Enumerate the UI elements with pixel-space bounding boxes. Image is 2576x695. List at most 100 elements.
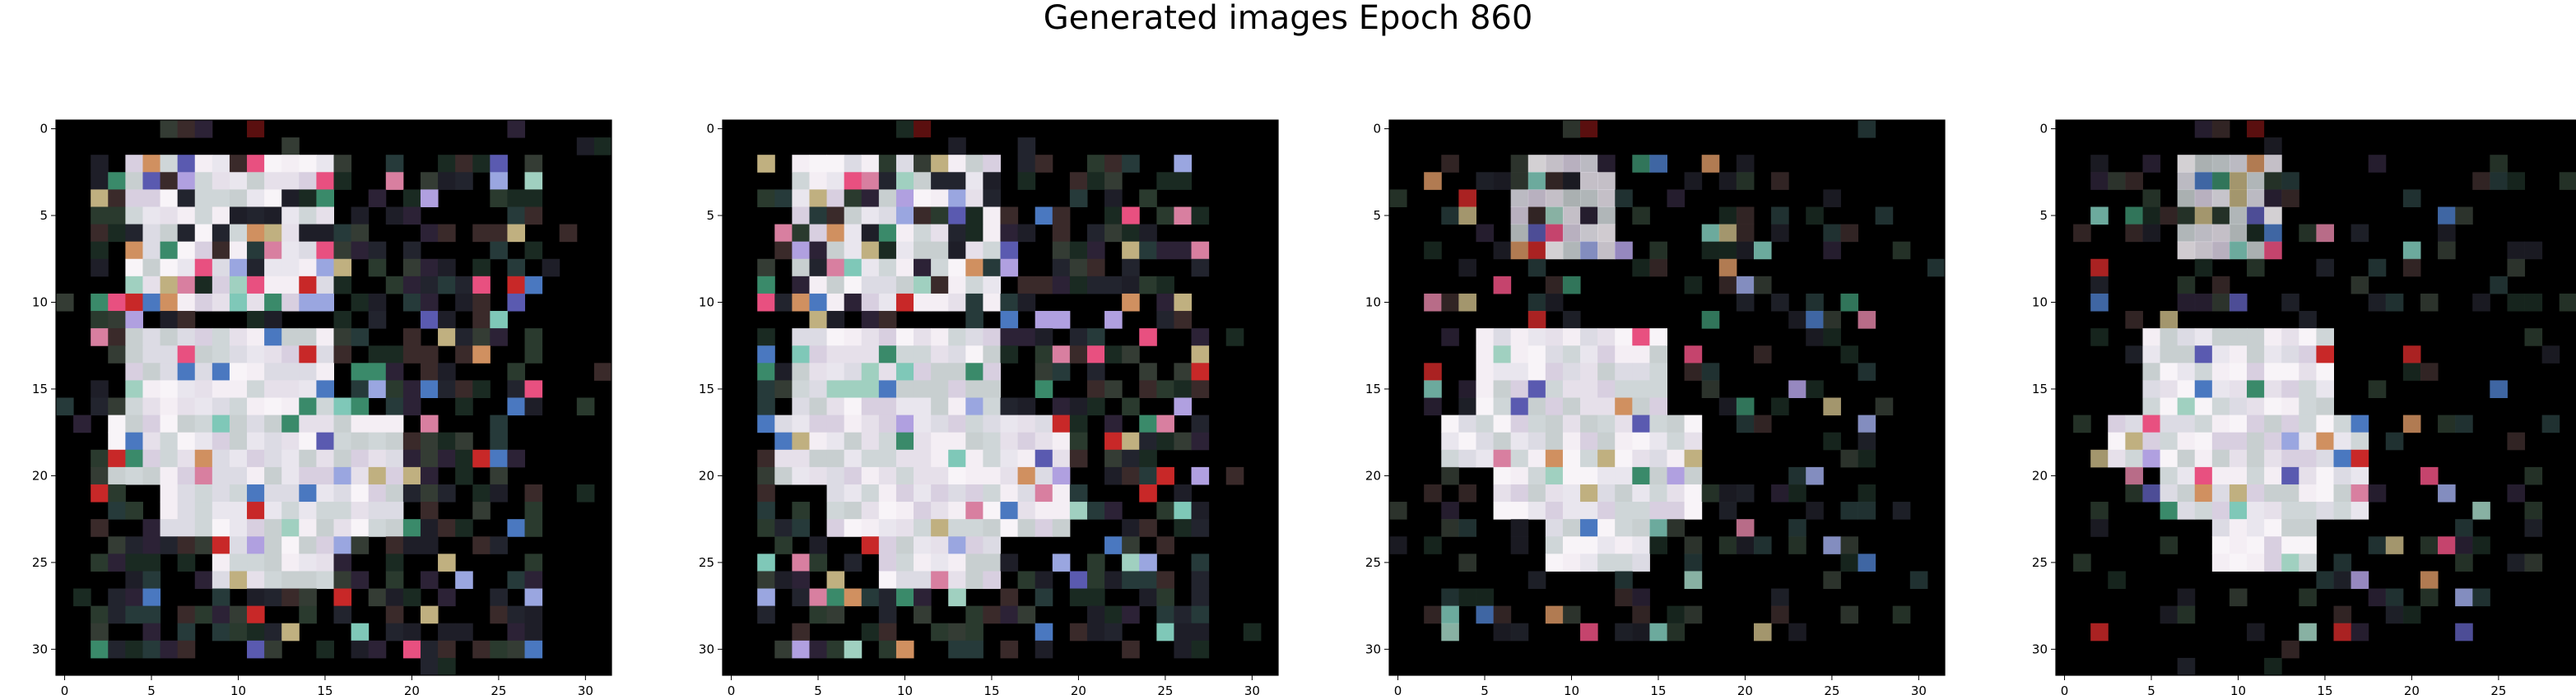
- image-pixel: [1191, 380, 1210, 398]
- image-pixel: [1788, 311, 1806, 329]
- image-pixel: [125, 224, 143, 243]
- image-pixel: [351, 536, 370, 554]
- image-pixel: [792, 328, 810, 346]
- image-pixel: [177, 155, 196, 173]
- image-pixel: [420, 293, 439, 312]
- image-pixel: [861, 311, 880, 329]
- y-tick-label: 10: [32, 294, 48, 309]
- image-pixel: [507, 224, 526, 243]
- image-pixel: [281, 258, 300, 277]
- image-pixel: [792, 172, 810, 190]
- image-pixel: [2160, 345, 2178, 364]
- image-pixel: [844, 640, 863, 659]
- image-pixel: [792, 155, 810, 173]
- image-pixel: [1122, 155, 1140, 173]
- image-pixel: [142, 466, 161, 485]
- image-pixel: [1122, 605, 1140, 624]
- image-pixel: [1632, 466, 1650, 485]
- image-pixel: [247, 363, 265, 381]
- image-pixel: [2316, 466, 2334, 485]
- image-pixel: [351, 224, 370, 243]
- image-pixel: [264, 311, 282, 329]
- image-pixel: [490, 605, 508, 624]
- image-pixel: [2194, 120, 2213, 138]
- image-pixel: [1580, 432, 1598, 451]
- image-pixel: [1052, 432, 1071, 451]
- image-pixel: [2229, 155, 2248, 173]
- image-pixel: [299, 397, 317, 416]
- image-pixel: [333, 502, 352, 520]
- image-pixel: [1527, 397, 1546, 416]
- image-pixel: [948, 519, 966, 537]
- image-pixel: [455, 293, 473, 312]
- image-pixel: [524, 345, 543, 364]
- image-pixel: [1493, 363, 1512, 381]
- image-pixel: [1806, 502, 1824, 520]
- image-pixel: [177, 380, 196, 398]
- image-pixel: [2211, 466, 2230, 485]
- image-pixel: [2229, 328, 2248, 346]
- image-pixel: [2472, 502, 2490, 520]
- image-pixel: [861, 206, 880, 225]
- image-pixel: [1527, 380, 1546, 398]
- image-pixel: [455, 172, 473, 190]
- image-pixel: [2177, 432, 2196, 451]
- image-pixel: [1052, 311, 1071, 329]
- image-pixel: [1649, 241, 1667, 260]
- image-pixel: [1615, 571, 1633, 590]
- y-tick-label: 30: [1365, 642, 1381, 656]
- image-pixel: [878, 241, 897, 260]
- image-pixel: [316, 206, 334, 225]
- image-pixel: [792, 276, 810, 294]
- image-pixel: [177, 484, 196, 503]
- image-pixel: [965, 155, 983, 173]
- image-pixel: [948, 328, 966, 346]
- image-pixel: [2229, 536, 2248, 554]
- image-pixel: [2142, 224, 2161, 243]
- image-pixel: [125, 449, 143, 468]
- image-pixel: [194, 605, 213, 624]
- image-pixel: [1562, 519, 1581, 537]
- image-pixel: [2160, 380, 2178, 398]
- image-pixel: [576, 484, 595, 503]
- image-pixel: [809, 241, 828, 260]
- image-pixel: [965, 502, 983, 520]
- image-pixel: [1191, 519, 1210, 537]
- image-pixel: [1225, 328, 1244, 346]
- image-pixel: [177, 206, 196, 225]
- image-pixel: [895, 276, 914, 294]
- image-pixel: [2420, 293, 2439, 312]
- image-pixel: [965, 206, 983, 225]
- image-pixel: [2490, 155, 2508, 173]
- image-pixel: [1424, 605, 1442, 624]
- image-pixel: [472, 484, 491, 503]
- image-pixel: [2402, 241, 2421, 260]
- image-pixel: [351, 571, 370, 590]
- image-pixel: [1527, 311, 1546, 329]
- image-pixel: [1858, 432, 1876, 451]
- image-pixel: [948, 155, 966, 173]
- image-pixel: [948, 449, 966, 468]
- image-pixel: [914, 502, 932, 520]
- x-tick-label: 10: [2230, 683, 2246, 695]
- image-pixel: [1615, 363, 1633, 381]
- image-pixel: [1493, 623, 1512, 642]
- image-pixel: [1718, 224, 1737, 243]
- image-pixel: [774, 571, 793, 590]
- image-pixel: [1510, 328, 1529, 346]
- image-pixel: [809, 311, 828, 329]
- image-pixel: [455, 466, 473, 485]
- image-pixel: [914, 120, 932, 138]
- image-pixel: [281, 554, 300, 572]
- image-pixel: [160, 640, 179, 659]
- image-pixel: [507, 258, 526, 277]
- image-pixel: [1527, 328, 1546, 346]
- image-pixel: [826, 206, 845, 225]
- image-pixel: [91, 189, 109, 207]
- image-pixel: [438, 519, 456, 537]
- image-pixel: [91, 605, 109, 624]
- image-pixel: [229, 363, 248, 381]
- image-pixel: [1545, 554, 1564, 572]
- image-pixel: [142, 536, 161, 554]
- image-pixel: [2108, 449, 2126, 468]
